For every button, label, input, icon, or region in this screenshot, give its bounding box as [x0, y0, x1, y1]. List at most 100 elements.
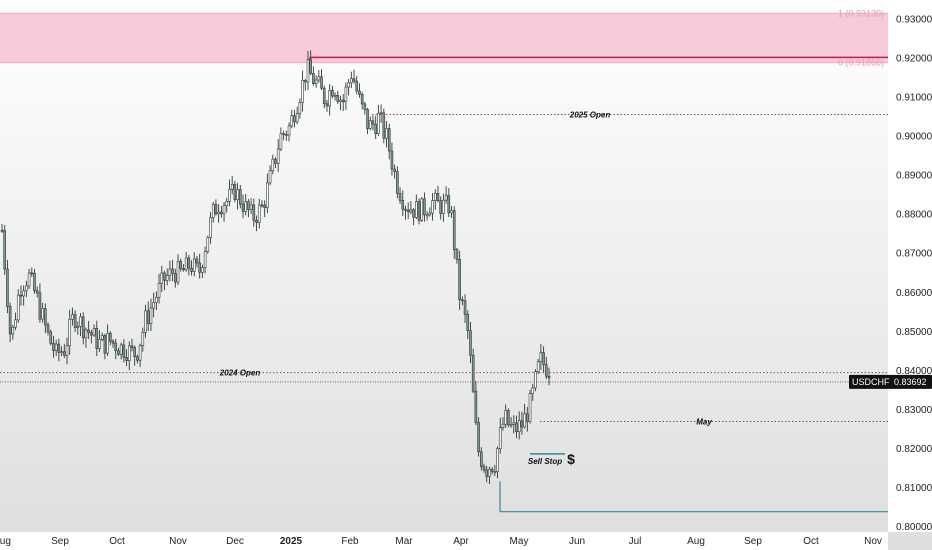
candle-body: [6, 268, 9, 307]
level-label-2024-open: 2024 Open: [219, 369, 261, 378]
fib-zone-layer: 1 (0.93130) 0 (0.91866): [0, 8, 888, 68]
candle-body: [355, 80, 359, 92]
candle-body: [515, 422, 518, 432]
time-tick-label: Nov: [864, 536, 882, 547]
time-axis[interactable]: Aug Sep Oct Nov Dec 2025 Feb Mar Apr May Jun Jul Aug…: [0, 536, 882, 547]
candle-body: [160, 272, 164, 284]
candle-body: [444, 195, 448, 201]
candle-body: [271, 158, 275, 172]
candle-body: [195, 258, 199, 264]
price-tick-label: 0.91000: [896, 92, 932, 103]
candle-body: [387, 128, 391, 152]
candle-body: [46, 324, 50, 333]
fib-lower-label: 0 (0.91866): [838, 58, 884, 68]
price-tick-label: 0.84000: [896, 366, 932, 377]
candle-body: [341, 99, 345, 103]
candle-body: [450, 210, 453, 214]
candle-body: [87, 329, 90, 333]
candle-body: [412, 209, 415, 218]
candle-body: [317, 76, 321, 81]
price-tick-label: 0.86000: [896, 288, 932, 299]
candle-body: [433, 193, 437, 201]
level-label-2025-open: 2025 Open: [569, 110, 611, 119]
candle-body: [228, 188, 231, 202]
candle-body: [436, 193, 440, 202]
symbol-label: USDCHF: [852, 377, 890, 387]
candle-body: [138, 345, 142, 361]
price-tick-label: 0.87000: [896, 249, 932, 260]
candle-body: [252, 204, 256, 221]
candle-body: [33, 272, 36, 292]
candle-body: [98, 339, 101, 349]
candle-body: [84, 329, 88, 339]
candle-body: [57, 343, 61, 353]
time-tick-label: Nov: [169, 536, 187, 547]
candle-body: [344, 86, 348, 103]
candle-body: [260, 204, 264, 207]
candle-body: [209, 217, 212, 238]
candle-body: [293, 115, 296, 123]
candle-body: [22, 290, 25, 297]
candle-body: [425, 214, 429, 217]
price-axis[interactable]: 0.93000 0.92000 0.91000 0.90000 0.89000 0.880…: [896, 14, 932, 533]
candle-body: [531, 387, 535, 394]
candle-body: [336, 94, 340, 102]
candle-body: [358, 90, 361, 95]
candle-body: [393, 168, 396, 172]
candle-body: [90, 332, 93, 336]
candle-body: [496, 448, 499, 472]
candle-body: [152, 302, 155, 309]
candle-body: [512, 422, 516, 425]
candle-body: [130, 345, 134, 348]
annotations-layer: 2025 Open 2024 Open May Sell Stop $: [219, 110, 713, 466]
candle-body: [542, 352, 545, 365]
candle-body: [198, 262, 201, 273]
candle-body: [171, 268, 174, 274]
candle-body: [379, 112, 383, 115]
price-tick-label: 0.80000: [896, 522, 932, 533]
candle-body: [431, 200, 434, 214]
fib-zone: [0, 13, 888, 63]
candle-body: [214, 203, 218, 215]
candle-body: [184, 257, 188, 271]
candle-body: [325, 103, 329, 107]
price-tick-label: 0.82000: [896, 444, 932, 455]
price-tag-background: [849, 374, 932, 389]
candle-body: [485, 469, 489, 477]
time-tick-label: 2025: [280, 536, 303, 547]
candle-body: [517, 420, 521, 432]
candle-body: [274, 158, 277, 164]
candle-body: [217, 211, 220, 215]
candle-body: [415, 201, 418, 218]
candle-body: [352, 78, 356, 82]
candle-body: [285, 134, 288, 136]
candle-body: [203, 251, 207, 268]
candle-body: [236, 189, 239, 200]
candle-body: [396, 171, 399, 194]
candle-body: [157, 282, 161, 298]
candle-body: [488, 468, 491, 477]
candle-body: [295, 113, 299, 123]
candle-body: [176, 261, 180, 283]
candle-body: [35, 290, 39, 294]
candle-body: [52, 343, 55, 351]
candle-body: [409, 209, 413, 213]
candle-body: [0, 229, 4, 232]
candle-body: [117, 350, 120, 355]
candle-body: [155, 296, 158, 303]
candle-body: [507, 410, 510, 425]
candle-body: [347, 82, 350, 88]
candle-body: [182, 268, 185, 271]
candle-body: [401, 199, 405, 210]
candle-body: [119, 344, 123, 355]
candle-body: [109, 332, 112, 342]
candle-body: [382, 112, 386, 139]
candle-body: [493, 471, 497, 473]
candle-body: [328, 89, 331, 107]
candle-body: [374, 123, 377, 135]
time-tick-label: Dec: [226, 536, 244, 547]
candle-body: [25, 285, 28, 292]
